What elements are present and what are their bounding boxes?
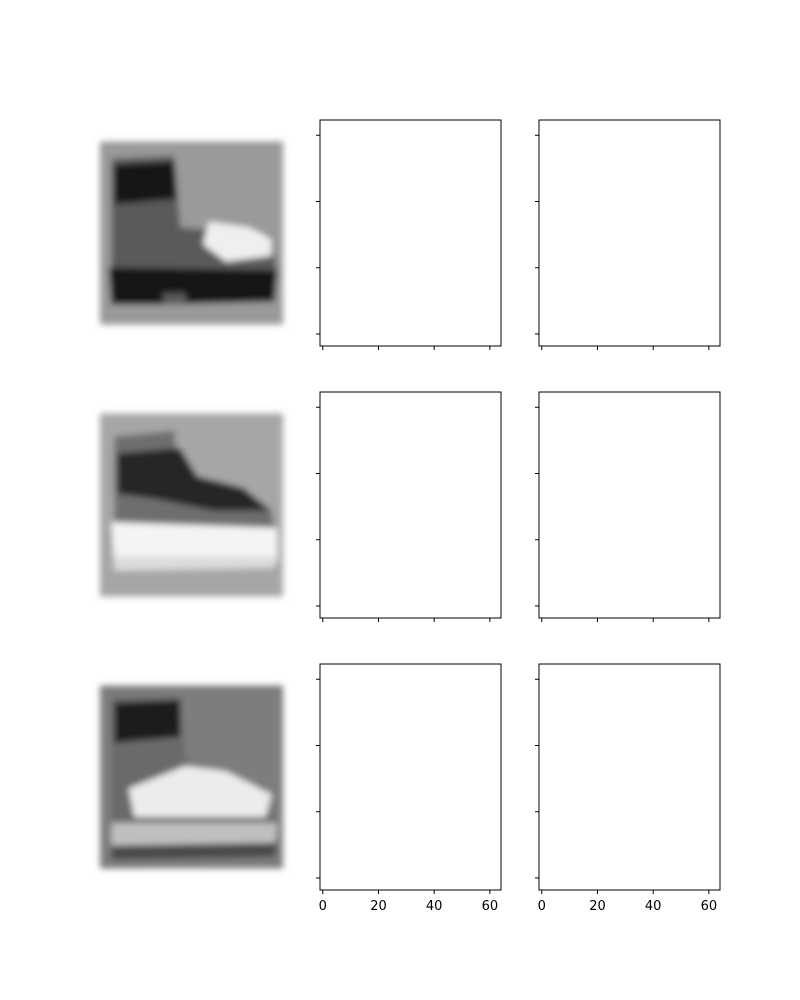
panel-r1-c2	[316, 119, 502, 350]
axes-frame	[538, 391, 721, 619]
axes-frame	[538, 119, 721, 347]
panel-r2-c2	[316, 391, 502, 622]
panel-r3-c2: 0 20 40 60	[316, 663, 502, 914]
boot-image	[100, 685, 283, 869]
boot-collar	[114, 699, 181, 743]
boot-sole-edge	[114, 556, 278, 571]
axes-frame	[538, 663, 721, 891]
panel-r1-c3	[535, 119, 721, 350]
boot-heel-gap	[162, 293, 186, 305]
panel-r1-c1	[100, 141, 283, 325]
panel-r2-c1	[100, 413, 283, 597]
panel-r3-c1	[100, 685, 283, 869]
boot-image	[100, 413, 283, 597]
boot-toe	[202, 221, 272, 262]
boot-sole	[108, 267, 278, 305]
x-tick-label: 60	[701, 899, 718, 914]
boot-laces	[128, 765, 272, 818]
x-tick-label: 60	[482, 899, 499, 914]
boot-outsole	[111, 842, 278, 860]
x-tick-label: 20	[589, 899, 606, 914]
boot-collar	[114, 161, 178, 205]
boot-image	[100, 141, 283, 325]
x-tick-label: 20	[370, 899, 387, 914]
x-tick-label: 0	[538, 899, 546, 914]
panel-r3-c3: 0 20 40 60	[535, 663, 721, 914]
x-tick-label: 40	[645, 899, 662, 914]
panel-r2-c3	[535, 391, 721, 622]
x-tick-label: 0	[319, 899, 327, 914]
panels: 0 20 40 60 0 20 40 60	[100, 119, 721, 914]
axes-frame	[319, 119, 502, 347]
boot-upper-band	[117, 447, 272, 511]
axes-frame	[319, 663, 502, 891]
x-tick-label: 40	[426, 899, 443, 914]
axes-frame	[319, 391, 502, 619]
